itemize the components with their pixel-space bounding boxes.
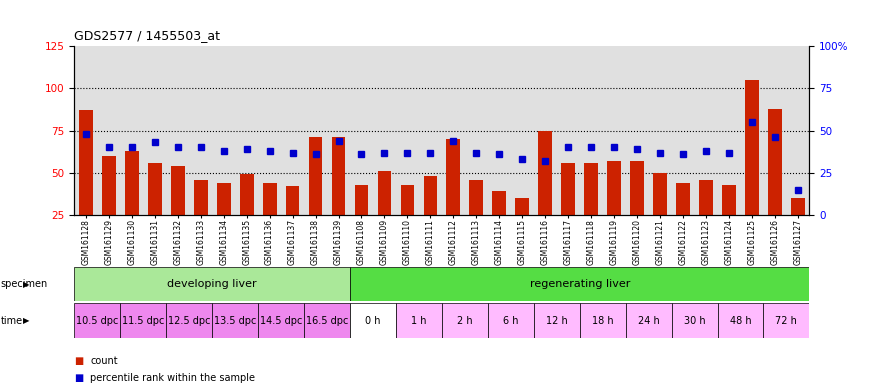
Text: 16.5 dpc: 16.5 dpc [306, 316, 348, 326]
Text: 24 h: 24 h [638, 316, 660, 326]
Bar [607, 161, 621, 257]
Bar [125, 151, 138, 257]
Bar [538, 131, 552, 257]
Text: 18 h: 18 h [592, 316, 613, 326]
Bar [378, 171, 391, 257]
Text: percentile rank within the sample: percentile rank within the sample [90, 373, 256, 383]
Bar [166, 303, 213, 338]
Bar [791, 198, 805, 257]
Bar [699, 180, 713, 257]
Bar [350, 303, 396, 338]
Bar [285, 186, 299, 257]
Bar [309, 137, 323, 257]
Bar [102, 156, 116, 257]
Text: 30 h: 30 h [683, 316, 705, 326]
Text: 13.5 dpc: 13.5 dpc [214, 316, 256, 326]
Text: ■: ■ [74, 373, 84, 383]
Bar [424, 176, 438, 257]
Text: 11.5 dpc: 11.5 dpc [123, 316, 164, 326]
Bar [718, 303, 763, 338]
Bar [488, 303, 534, 338]
Bar [171, 166, 185, 257]
Bar [562, 163, 575, 257]
Bar [304, 303, 350, 338]
Text: GDS2577 / 1455503_at: GDS2577 / 1455503_at [74, 29, 220, 42]
Bar [630, 161, 644, 257]
Text: 12.5 dpc: 12.5 dpc [168, 316, 211, 326]
Bar [763, 303, 809, 338]
Text: specimen: specimen [1, 279, 48, 289]
Bar [446, 139, 460, 257]
Bar [332, 137, 346, 257]
Bar [653, 173, 667, 257]
Text: 0 h: 0 h [365, 316, 381, 326]
Text: 12 h: 12 h [546, 316, 568, 326]
Bar [746, 80, 759, 257]
Bar [676, 183, 690, 257]
Text: 1 h: 1 h [411, 316, 427, 326]
Bar [515, 198, 529, 257]
Bar [350, 267, 809, 301]
Bar [672, 303, 718, 338]
Text: 14.5 dpc: 14.5 dpc [260, 316, 302, 326]
Bar [626, 303, 672, 338]
Text: time: time [1, 316, 23, 326]
Bar [74, 303, 121, 338]
Text: ▶: ▶ [23, 280, 30, 289]
Bar [396, 303, 442, 338]
Bar [121, 303, 166, 338]
Bar [470, 180, 483, 257]
Bar [258, 303, 304, 338]
Bar [401, 185, 415, 257]
Text: 6 h: 6 h [503, 316, 519, 326]
Bar [580, 303, 626, 338]
Text: 10.5 dpc: 10.5 dpc [76, 316, 118, 326]
Text: 2 h: 2 h [457, 316, 472, 326]
Bar [534, 303, 580, 338]
Bar [74, 267, 350, 301]
Bar [79, 110, 93, 257]
Bar [354, 185, 368, 257]
Text: developing liver: developing liver [167, 279, 257, 289]
Bar [442, 303, 488, 338]
Bar [722, 185, 736, 257]
Text: count: count [90, 356, 118, 366]
Bar [493, 191, 507, 257]
Text: regenerating liver: regenerating liver [529, 279, 630, 289]
Bar [217, 183, 231, 257]
Bar [194, 180, 207, 257]
Bar [768, 109, 782, 257]
Text: ▶: ▶ [23, 316, 30, 325]
Bar [262, 183, 276, 257]
Bar [148, 163, 162, 257]
Bar [584, 163, 598, 257]
Bar [240, 174, 254, 257]
Bar [213, 303, 258, 338]
Text: 72 h: 72 h [775, 316, 797, 326]
Text: ■: ■ [74, 356, 84, 366]
Text: 48 h: 48 h [730, 316, 752, 326]
